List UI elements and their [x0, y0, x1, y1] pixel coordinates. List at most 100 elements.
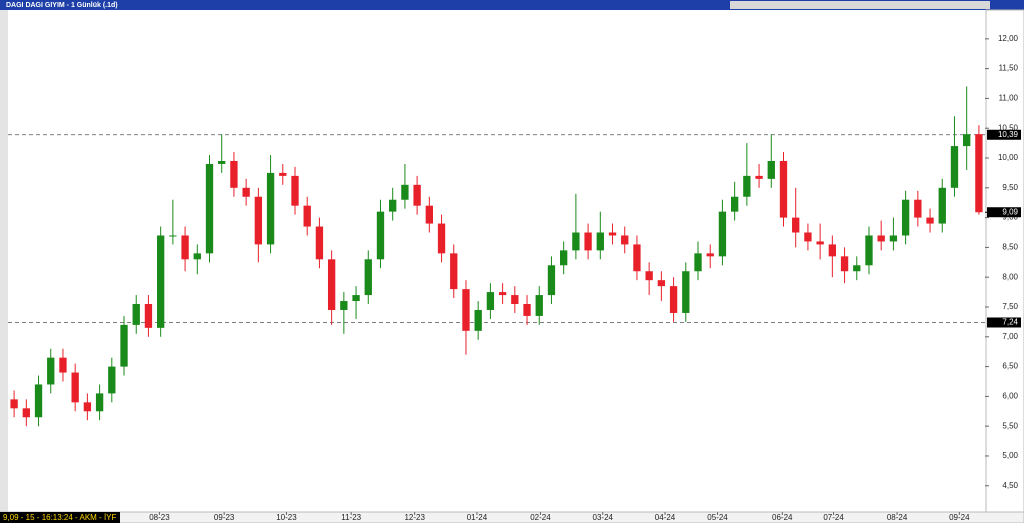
- x-tick-label: 07-24: [823, 513, 844, 522]
- last-price-box: [987, 207, 1021, 218]
- candle-body: [181, 235, 189, 260]
- candle-body: [169, 235, 177, 237]
- candle-body: [22, 408, 30, 418]
- candle-body: [511, 295, 519, 305]
- y-tick-label: 4,50: [1002, 481, 1018, 490]
- x-tick-label: 05-24: [707, 513, 728, 522]
- y-axis-panel: [985, 9, 1024, 514]
- candle-body: [327, 259, 336, 310]
- candle-body: [352, 295, 360, 302]
- candle-body: [730, 196, 739, 212]
- candle-body: [401, 184, 409, 200]
- candle-body: [877, 235, 885, 242]
- candle-body: [779, 160, 788, 218]
- candle-body: [303, 205, 311, 227]
- y-tick-label: 10,50: [998, 123, 1019, 132]
- title-bar: [0, 0, 1024, 10]
- chart-title: DAGI DAGI GIYIM - 1 Günlük (.1d): [6, 2, 118, 9]
- level-label: 10,39: [998, 130, 1019, 139]
- candle-body: [816, 241, 824, 245]
- x-axis-panel: [0, 511, 1024, 523]
- candle-body: [205, 163, 214, 254]
- candle-body: [767, 160, 775, 179]
- x-tick-label: 01-24: [467, 513, 488, 522]
- x-tick-label: 02-24: [530, 513, 551, 522]
- candle-body: [498, 292, 507, 296]
- x-tick-label: 04-24: [655, 513, 676, 522]
- candle-body: [926, 217, 934, 224]
- candle-body: [315, 226, 324, 260]
- candle-body: [413, 184, 421, 206]
- candle-body: [694, 253, 702, 272]
- candle-body: [840, 256, 849, 272]
- candle-body: [657, 280, 666, 287]
- x-tick-label: 11-23: [341, 513, 361, 522]
- candle-body: [547, 265, 556, 296]
- candle-body: [254, 196, 263, 245]
- level-label-box: [987, 129, 1021, 140]
- y-tick-label: 10,00: [998, 153, 1019, 162]
- y-tick-label: 7,50: [1002, 302, 1018, 311]
- candle-body: [10, 399, 18, 409]
- candle-body: [242, 187, 250, 197]
- candle-body: [462, 289, 470, 331]
- candle-body: [144, 304, 153, 328]
- toolbar[interactable]: [730, 1, 990, 9]
- candle-body: [828, 244, 837, 257]
- candle-body: [47, 357, 55, 385]
- candle-body: [474, 309, 482, 331]
- y-tick-label: 9,50: [1002, 183, 1018, 192]
- side-toolbar[interactable]: [0, 10, 8, 513]
- candle-body: [621, 235, 629, 245]
- candle-body: [193, 253, 201, 260]
- candle-body: [853, 265, 861, 272]
- candle-body: [645, 271, 653, 281]
- candle-body: [950, 146, 959, 188]
- level-label-box: [987, 317, 1021, 328]
- y-tick-label: 7,00: [1002, 332, 1018, 341]
- candle-body: [572, 232, 580, 251]
- candle-body: [132, 304, 140, 325]
- candle-body: [486, 292, 495, 310]
- candle-body: [364, 259, 372, 296]
- candle-body: [389, 199, 397, 212]
- candle-body: [865, 235, 873, 266]
- candle-body: [218, 160, 226, 164]
- y-tick-label: 11,50: [999, 64, 1019, 73]
- candle-body: [95, 393, 104, 412]
- candle-body: [706, 253, 714, 257]
- x-tick-label: 12-23: [404, 513, 425, 522]
- candle-body: [230, 160, 238, 188]
- candle-body: [914, 199, 922, 218]
- candle-body: [266, 172, 275, 245]
- x-tick-label: 06-24: [772, 513, 793, 522]
- x-tick-label: 08-24: [887, 513, 908, 522]
- x-tick-label: 09-24: [949, 513, 970, 522]
- y-tick-label: 8,00: [1002, 272, 1018, 281]
- y-tick-label: 11,00: [999, 94, 1019, 103]
- candle-body: [523, 304, 531, 316]
- x-tick-label: 03-24: [593, 513, 614, 522]
- y-tick-label: 6,00: [1002, 391, 1018, 400]
- candle-body: [718, 211, 727, 257]
- candle-body: [291, 175, 299, 206]
- candle-body: [560, 250, 568, 266]
- candle-body: [156, 235, 165, 328]
- candle-body: [376, 211, 385, 260]
- x-tick-label: 09-23: [214, 513, 235, 522]
- candle-body: [425, 205, 433, 224]
- candle-body: [437, 223, 446, 254]
- candle-body: [34, 384, 43, 418]
- y-tick-label: 8,50: [1002, 243, 1018, 252]
- last-price-label: 9,09: [1002, 207, 1018, 216]
- x-tick-label: 08-23: [149, 513, 170, 522]
- candle-body: [755, 175, 763, 179]
- candle-body: [596, 232, 604, 251]
- candle-body: [975, 134, 983, 213]
- candle-body: [59, 357, 67, 373]
- candle-body: [584, 232, 592, 251]
- candle-body: [633, 244, 641, 272]
- y-tick-label: 6,50: [1002, 362, 1018, 371]
